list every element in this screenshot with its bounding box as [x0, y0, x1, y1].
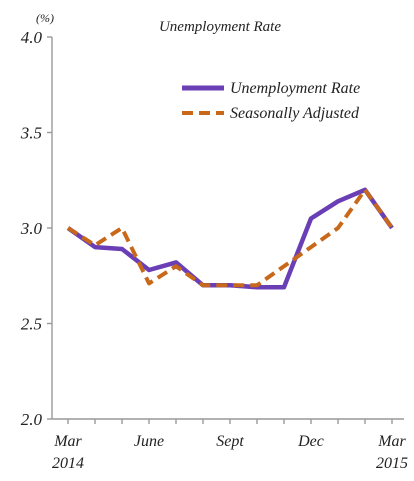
x-axis-ticks: Mar 2014 June Sept Dec Mar 2015 — [52, 419, 408, 472]
y-tick-label: 3.0 — [20, 219, 43, 238]
x-tick-label: Mar — [377, 433, 406, 450]
y-axis-ticks: 4.0 3.5 3.0 2.5 2.0 — [20, 28, 52, 429]
y-tick-label: 3.5 — [20, 124, 42, 143]
y-tick-label: 4.0 — [21, 28, 43, 47]
chart-legend: Unemployment Rate Seasonally Adjusted — [182, 80, 360, 122]
x-tick-label: Mar — [53, 433, 82, 450]
series-line-unemployment-rate — [66, 187, 394, 290]
y-tick-label: 2.5 — [21, 315, 42, 334]
chart-title: Unemployment Rate — [159, 19, 281, 35]
legend-label: Seasonally Adjusted — [230, 105, 360, 122]
x-tick-label: Dec — [297, 433, 324, 450]
legend-label: Unemployment Rate — [230, 80, 360, 97]
series-line-seasonally-adjusted — [66, 187, 394, 288]
y-axis-unit-label: (%) — [36, 11, 54, 25]
x-tick-label: Sept — [216, 433, 244, 450]
x-tick-label: June — [134, 433, 164, 450]
y-tick-label: 2.0 — [21, 410, 43, 429]
x-tick-label: 2015 — [376, 455, 408, 472]
chart-series — [66, 187, 394, 290]
x-tick-label: 2014 — [52, 455, 84, 472]
